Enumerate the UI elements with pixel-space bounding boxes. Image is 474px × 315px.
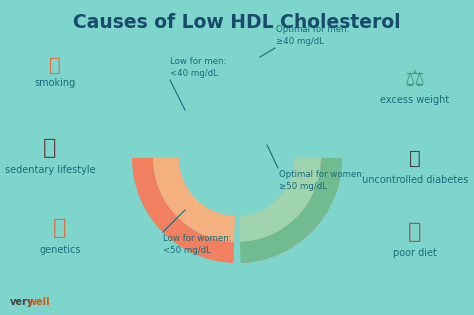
- Text: 🍔: 🍔: [408, 222, 422, 242]
- Text: Low for women:
<50 mg/dL: Low for women: <50 mg/dL: [163, 234, 232, 255]
- Text: well: well: [28, 297, 51, 307]
- Text: 🩸: 🩸: [409, 148, 421, 168]
- Text: uncontrolled diabetes: uncontrolled diabetes: [362, 175, 468, 185]
- Text: 🧬: 🧬: [53, 218, 67, 238]
- Text: Optimal for women:
≥50 mg/dL: Optimal for women: ≥50 mg/dL: [279, 170, 365, 191]
- Wedge shape: [233, 214, 241, 265]
- Text: poor diet: poor diet: [393, 248, 437, 258]
- Text: ⚖: ⚖: [405, 70, 425, 90]
- Wedge shape: [153, 158, 321, 242]
- Text: Low for men:
<40 mg/dL: Low for men: <40 mg/dL: [170, 57, 227, 78]
- Text: smoking: smoking: [35, 78, 76, 88]
- Text: very: very: [10, 297, 34, 307]
- Text: excess weight: excess weight: [380, 95, 450, 105]
- Wedge shape: [237, 158, 321, 242]
- Text: 🛋: 🛋: [43, 138, 57, 158]
- Wedge shape: [132, 158, 342, 263]
- Text: sedentary lifestyle: sedentary lifestyle: [5, 165, 95, 175]
- Text: genetics: genetics: [39, 245, 81, 255]
- Text: Causes of Low HDL Cholesterol: Causes of Low HDL Cholesterol: [73, 13, 401, 32]
- Text: 🚬: 🚬: [49, 55, 61, 75]
- Text: Optimal for men:
≥40 mg/dL: Optimal for men: ≥40 mg/dL: [276, 25, 349, 46]
- Wedge shape: [237, 158, 342, 263]
